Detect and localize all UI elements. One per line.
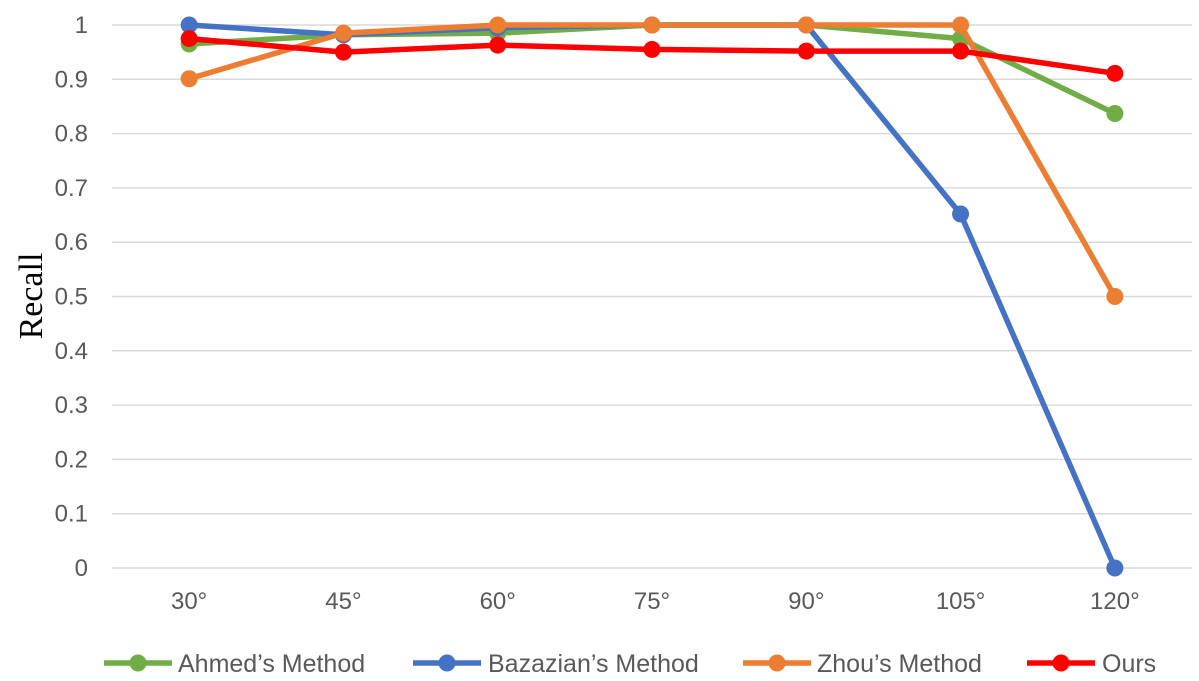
y-tick-label: 0.1 [55, 501, 88, 528]
x-tick-label: 75° [634, 588, 670, 615]
y-tick-label: 0.3 [55, 392, 88, 419]
legend-entry-ahmed-s-method: Ahmed’s Method [104, 650, 365, 678]
data-point [334, 24, 352, 42]
y-tick-label: 0.5 [55, 284, 88, 311]
data-point [489, 16, 507, 34]
series-zhou-s-method [180, 16, 1124, 305]
y-tick-label: 0.4 [55, 338, 88, 365]
y-tick-label: 0.7 [55, 175, 88, 202]
x-tick-label: 60° [480, 588, 516, 615]
y-tick-label: 0 [75, 555, 88, 582]
y-axis-tick-labels: 0 0.1 0.2 0.3 0.4 0.5 0.6 0.7 0.8 0.9 1 [55, 12, 88, 582]
legend-entry-ours: Ours [1027, 650, 1156, 678]
y-tick-label: 0.2 [55, 446, 88, 473]
legend-label: Ours [1102, 650, 1156, 678]
y-axis-label: Recall [13, 253, 50, 340]
data-point [797, 16, 815, 34]
series-ours [180, 30, 1124, 82]
data-point [1106, 105, 1124, 123]
legend-swatch-marker [129, 654, 147, 672]
legend-label: Bazazian’s Method [488, 650, 699, 678]
legend-swatch-marker [1052, 654, 1070, 672]
data-point [1106, 288, 1124, 305]
legend-label: Zhou’s Method [817, 650, 982, 678]
data-point [952, 42, 970, 60]
x-tick-label: 30° [171, 588, 207, 615]
y-tick-label: 0.6 [55, 229, 88, 256]
data-point [180, 30, 198, 48]
legend-entry-bazazian-s-method: Bazazian’s Method [413, 650, 699, 678]
legend-swatch-marker [438, 654, 456, 672]
x-tick-label: 105° [936, 588, 986, 615]
data-point [1106, 64, 1124, 82]
data-point [952, 205, 970, 223]
series-layer [180, 16, 1124, 577]
x-tick-label: 120° [1090, 588, 1140, 615]
data-point [797, 42, 815, 60]
y-tick-label: 1 [75, 12, 88, 39]
x-tick-label: 90° [788, 588, 824, 615]
legend-entry-zhou-s-method: Zhou’s Method [743, 650, 982, 678]
y-tick-label: 0.9 [55, 66, 88, 93]
data-point [643, 40, 661, 58]
x-axis-tick-labels: 30° 45° 60° 75° 90° 105° 120° [171, 588, 1140, 615]
data-point [952, 16, 970, 34]
legend-label: Ahmed’s Method [178, 650, 365, 678]
legend: Ahmed’s Method Bazazian’s Method Zhou’s Me… [104, 650, 1156, 678]
data-point [334, 43, 352, 61]
x-tick-label: 45° [325, 588, 361, 615]
gridlines [112, 24, 1192, 569]
data-point [180, 70, 198, 88]
legend-swatch-marker [768, 654, 786, 672]
data-point [1106, 559, 1124, 577]
data-point [180, 16, 198, 34]
data-point [489, 36, 507, 54]
data-point [643, 16, 661, 34]
y-tick-label: 0.8 [55, 121, 88, 148]
